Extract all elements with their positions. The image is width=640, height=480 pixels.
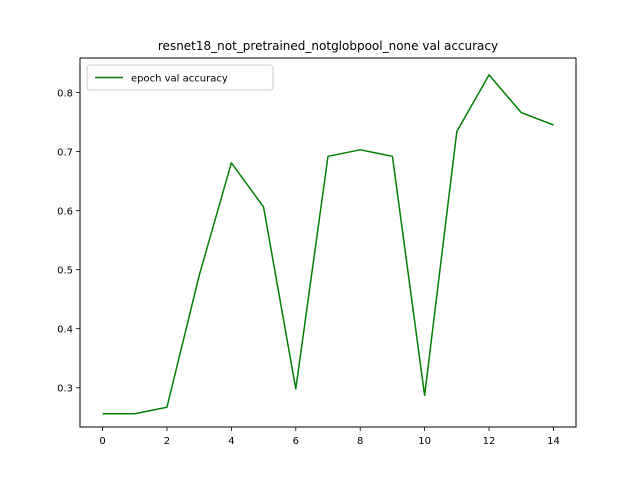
series-line-0 [102,74,554,415]
legend: epoch val accuracy [86,64,274,91]
x-tick-label: 8 [357,436,363,447]
x-tick-label: 14 [547,436,560,447]
x-tick-label: 6 [293,436,299,447]
y-tick-label: 0.7 [57,148,73,159]
y-tick-label: 0.8 [57,89,73,100]
x-tick-label: 12 [483,436,496,447]
y-tick-label: 0.3 [57,384,73,395]
x-tick-label: 0 [99,436,105,447]
x-tick-label: 2 [164,436,170,447]
plot-area [102,74,554,415]
legend-label: epoch val accuracy [131,74,228,85]
y-axis: 0.3 0.4 0.5 0.6 0.7 0.8 [57,89,80,395]
x-axis: 0 2 4 6 8 10 12 14 [99,427,560,447]
x-tick-label: 10 [418,436,431,447]
chart-title: resnet18_not_pretrained_notglobpool_none… [158,39,498,53]
y-tick-label: 0.4 [57,325,73,336]
y-tick-label: 0.6 [57,207,73,218]
legend-box [86,64,274,91]
x-tick-label: 4 [228,436,234,447]
plot-frame [79,57,577,428]
y-tick-label: 0.5 [57,266,73,277]
